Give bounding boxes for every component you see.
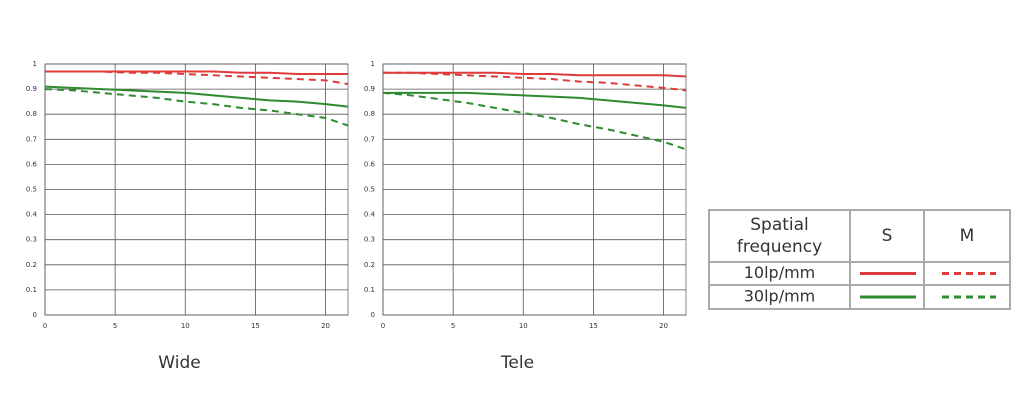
y-tick-label: 0.4 [364,211,376,219]
table-header: M [960,226,975,246]
y-tick-label: 0.9 [364,85,375,93]
y-tick-label: 0.7 [364,135,375,143]
mtf-line [383,71,687,78]
y-tick-label: 0.4 [26,211,38,219]
chart-label: Tele [500,353,534,373]
mtf-line [45,70,349,86]
x-tick-label: 10 [519,322,528,330]
y-tick-label: 0.2 [364,261,375,269]
y-tick-label: 0.1 [26,286,37,294]
chart-label: Wide [158,353,200,373]
y-tick-label: 0.9 [26,85,37,93]
y-tick-label: 0.5 [364,186,375,194]
x-tick-label: 20 [321,322,330,330]
mtf-line [383,91,687,109]
y-tick-label: 0.7 [26,135,37,143]
y-tick-label: 0.5 [26,186,37,194]
x-tick-label: 10 [181,322,190,330]
y-tick-label: 0.3 [26,236,37,244]
mtf-line [44,88,349,127]
x-tick-label: 15 [251,322,260,330]
y-tick-label: 1 [33,60,37,68]
table-header: Spatial frequency [737,215,822,257]
table-header: S [882,226,893,246]
x-tick-label: 0 [43,322,47,330]
mtf-line [383,71,687,92]
y-tick-label: 0.8 [26,110,37,118]
y-tick-label: 0.6 [364,160,376,168]
y-tick-label: 0.1 [364,286,375,294]
y-tick-label: 0.3 [364,236,375,244]
y-tick-label: 0 [33,311,37,319]
mtf-line [382,91,687,151]
y-tick-label: 0.6 [26,160,38,168]
x-tick-label: 0 [381,322,385,330]
y-tick-label: 0.8 [364,110,375,118]
row-label: 10lp/mm [744,263,816,282]
x-tick-label: 15 [589,322,598,330]
x-tick-label: 20 [659,322,668,330]
x-tick-label: 5 [451,322,455,330]
legend-table [708,209,1011,310]
y-tick-label: 0 [371,311,375,319]
row-label: 30lp/mm [744,287,816,306]
y-tick-label: 0.2 [26,261,37,269]
x-tick-label: 5 [113,322,117,330]
mtf-line [44,85,349,108]
y-tick-label: 1 [371,60,375,68]
